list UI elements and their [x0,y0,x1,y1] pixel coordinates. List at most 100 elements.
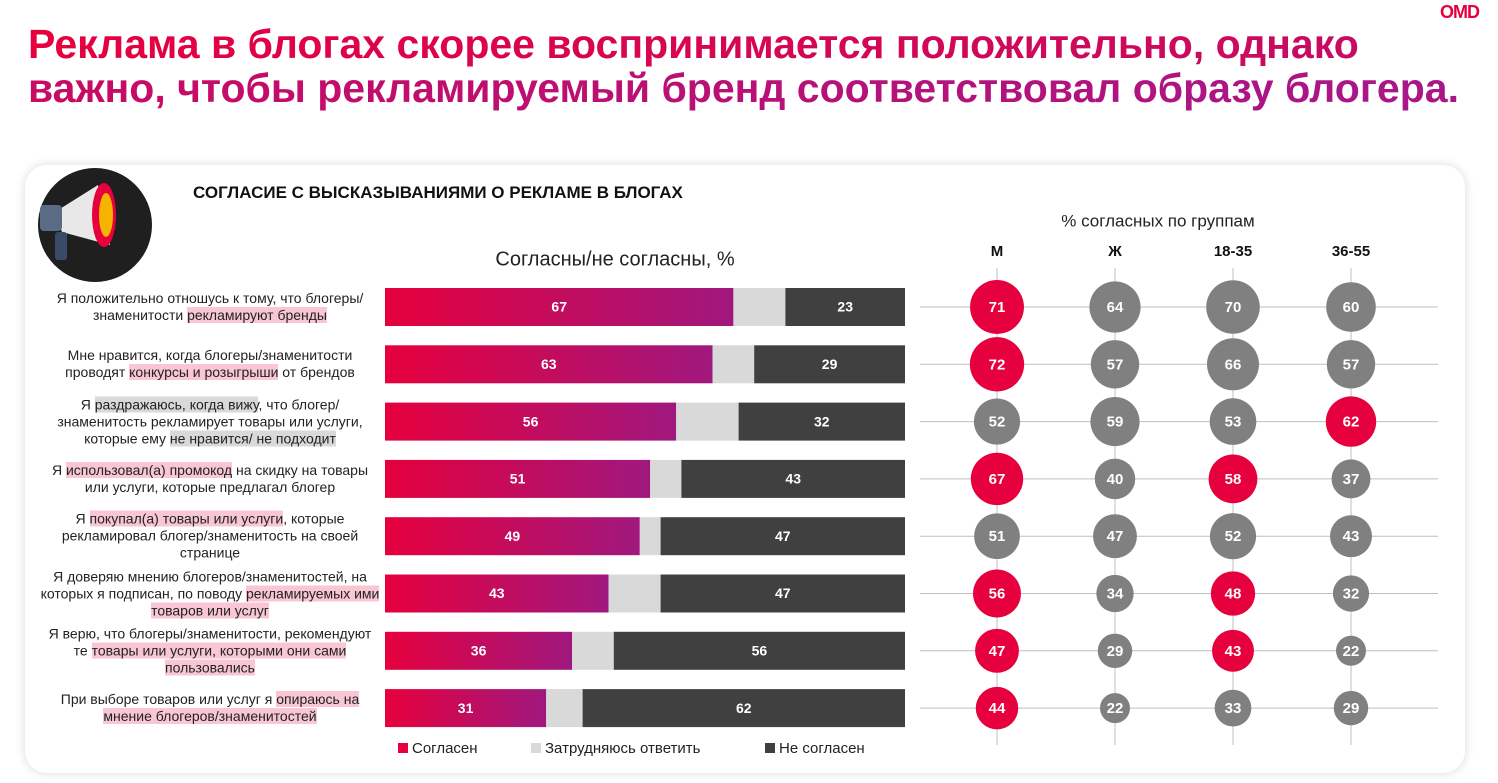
bubble [1331,459,1371,499]
bar-segment [613,631,905,670]
bubble [1096,574,1134,613]
bubble-label: 34 [1107,585,1124,602]
bar-segment [546,689,583,728]
section-title: СОГЛАСИЕ С ВЫСКАЗЫВАНИЯМИ О РЕКЛАМЕ В БЛ… [193,183,683,202]
statement-text: Я доверяю мнению блогеров/знаменитостей,… [40,568,367,601]
bubble [1209,398,1257,445]
bar-value-label: 63 [541,356,557,372]
bubble [1090,340,1140,389]
bubble [1208,454,1258,504]
bar-segment [733,288,786,326]
bar-segment [660,574,905,613]
bar-segment [385,459,651,498]
bubble-label: 56 [989,585,1006,602]
bubble [1326,282,1376,332]
statement: Я раздражаюсь, когда вижу, что блогер/зн… [40,396,380,447]
bubble-label: 48 [1225,585,1242,602]
statement-highlight: рекламируют бренды [187,307,327,323]
bubble-label: 67 [989,471,1006,488]
bar-segment [572,631,614,670]
bar-segment [385,402,677,441]
bubble-label: 58 [1225,471,1242,488]
bubble-label: 52 [989,414,1006,431]
statement-text: Я верю, что блогеры/знаменитости, рекоме… [48,625,372,659]
statement-text: от брендов [278,364,355,381]
bubble-label: 43 [1225,643,1242,660]
statement: Я доверяю мнению блогеров/знаменитостей,… [40,568,380,619]
bubble [969,337,1025,392]
bubble-label: 57 [1107,356,1124,373]
bar-segment [681,459,905,498]
megaphone-icon [38,168,152,282]
bubble [1332,575,1370,612]
bubble [1325,396,1377,447]
bubble [975,686,1019,730]
bar-value-label: 23 [837,299,853,315]
statement-text: Я [51,461,66,478]
bubble-label: 22 [1107,700,1124,717]
bar-value-label: 56 [523,413,539,429]
statement-text: на скидку на товары или услуги, которые … [84,461,369,495]
bubble [1097,633,1133,669]
bubble-label: 32 [1343,585,1360,602]
bar-segment [608,574,661,613]
bar-chart-title: Согласны/не согласны, % [495,248,734,270]
statement-text: , что блогер/знаменитость рекламирует то… [57,396,363,447]
bubble [973,569,1021,618]
bar-segment [738,402,905,441]
bubble [1209,513,1257,560]
bubble-label: 44 [989,700,1006,717]
bubble [1335,635,1367,666]
bar-value-label: 32 [814,413,830,429]
statement: Я покупал(а) товары или услуги, которые … [40,510,380,562]
bubble [1333,690,1369,726]
group-label: М [991,243,1004,260]
bar-value-label: 36 [471,643,487,659]
statement-highlight: покупал(а) товары или услуги [89,510,284,527]
bar-segment [385,517,640,556]
bubble [974,513,1020,560]
page-title: Реклама в блогах скорее воспринимается п… [28,22,1468,110]
bar-segment [385,631,573,670]
bubble [1214,689,1252,727]
bubble-label: 29 [1107,643,1124,660]
bubble [1210,571,1256,616]
bar-segment [660,517,905,556]
bar-value-label: 31 [458,700,474,716]
bubble [970,280,1024,334]
statement-highlight: раздражаюсь, когда вижу [94,396,259,413]
statement-highlight: не нравится/ не подходит [169,430,336,447]
statement: Я верю, что блогеры/знаменитости, рекоме… [40,625,380,676]
bubble-label: 40 [1107,471,1124,488]
bar-value-label: 47 [775,585,791,601]
bar-segment [676,402,739,441]
bubble [1093,514,1137,559]
bubble [973,398,1021,445]
bubble [975,628,1019,673]
statement-text: Я [75,510,90,527]
bubble-label: 52 [1225,528,1242,545]
bar-segment [385,689,547,728]
bubble [1330,515,1372,558]
legend-label: Не согласен [779,740,865,757]
statement-text: При выборе товаров или услуг я [60,691,277,708]
bubble [1326,340,1376,389]
bubble-label: 33 [1225,700,1242,717]
bar-value-label: 47 [775,528,791,544]
bubble-label: 57 [1343,356,1360,373]
legend-label: Согласен [412,740,478,757]
bar-value-label: 43 [489,585,505,601]
bubble-label: 64 [1107,299,1124,316]
bubble-label: 60 [1343,299,1360,316]
bar-value-label: 29 [822,356,838,372]
bar-value-label: 49 [505,528,521,544]
group-label: Ж [1107,243,1122,260]
bar-segment [385,288,734,326]
statement: Мне нравится, когда блогеры/знаменитости… [40,347,380,381]
bar-segment [712,345,755,384]
bubble-chart-title: % согласных по группам [1061,211,1254,230]
bar-value-label: 43 [785,471,801,487]
bubble-label: 59 [1107,414,1124,431]
